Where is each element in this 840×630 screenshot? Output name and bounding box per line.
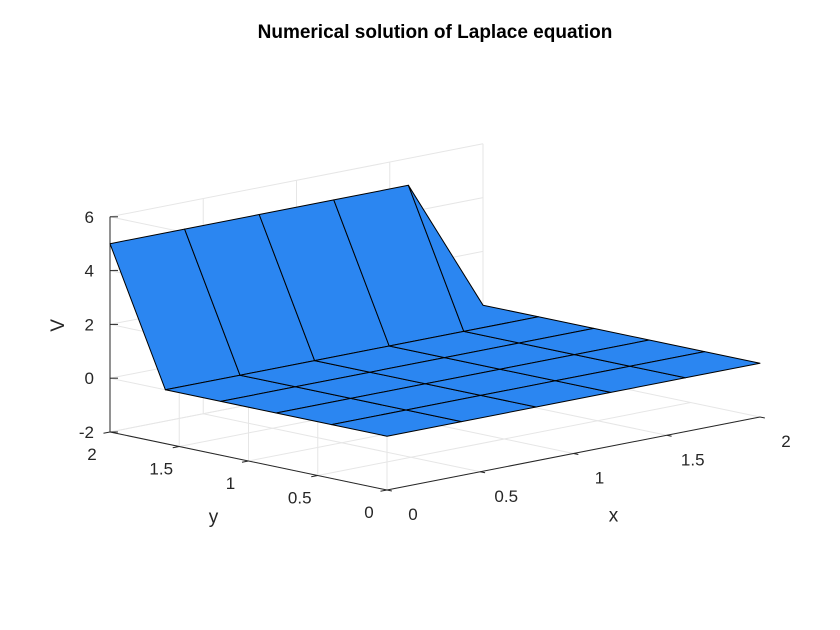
x-tick-label: 1 (595, 469, 604, 488)
floor-grid-y (317, 402, 691, 476)
y-tick-mark (103, 431, 111, 434)
surface (109, 184, 761, 437)
z-axis-label: V (48, 319, 69, 332)
labels: 0 0.5 1 1.5 2 0 0.5 1 1.5 2 -2 0 2 4 6 x y V (48, 208, 791, 528)
wall-grid-z2 (109, 143, 484, 218)
z-tick-label: 4 (85, 262, 94, 281)
x-tick-label: 2 (781, 432, 790, 451)
z-tick-label: 2 (85, 315, 94, 334)
z-tick-label: -2 (79, 423, 94, 442)
chart-title: Numerical solution of Laplace equation (258, 22, 613, 43)
axes (103, 216, 765, 492)
z-tick-label: 0 (85, 369, 94, 388)
x-axis-label: x (609, 506, 619, 527)
y-tick-label: 0 (364, 503, 373, 522)
x-tick-label: 0.5 (494, 487, 518, 506)
y-tick-label: 1.5 (149, 460, 173, 479)
x-tick-mark (759, 416, 765, 419)
y-tick-mark (380, 489, 388, 492)
y-tick-label: 1 (226, 474, 235, 493)
y-tick-mark (311, 475, 318, 478)
x-tick-mark (573, 453, 579, 456)
y-tick-label: 2 (87, 445, 96, 464)
x-tick-label: 0 (408, 505, 417, 524)
y-tick-label: 0.5 (288, 489, 312, 508)
x-tick-label: 1.5 (681, 450, 705, 469)
y-axis-label: y (209, 507, 219, 528)
x-tick-mark (666, 434, 672, 437)
y-tick-mark (172, 446, 180, 449)
x-tick-mark (480, 471, 486, 474)
x-tick-mark (386, 489, 392, 492)
y-tick-mark (241, 460, 249, 463)
surface-face (629, 351, 761, 379)
z-tick-label: 6 (85, 208, 94, 227)
